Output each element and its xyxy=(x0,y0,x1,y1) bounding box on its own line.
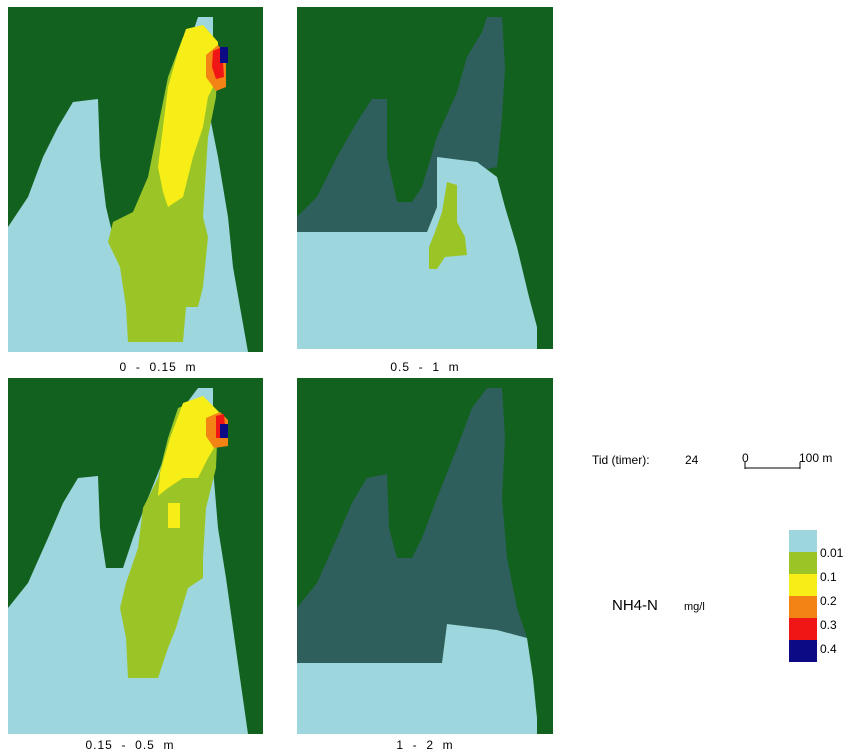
legend-label-04: 0.4 xyxy=(820,642,837,656)
concentration-map-015-05m xyxy=(8,388,248,734)
panel-caption-05-1m: 0.5 - 1 m xyxy=(390,360,460,374)
legend-swatch-01 xyxy=(789,552,817,574)
map-panel-05-1m xyxy=(297,7,553,349)
plume-class-02-patch xyxy=(168,503,180,528)
time-label: Tid (timer): xyxy=(592,453,650,467)
water-area xyxy=(297,624,537,734)
legend-label-001: 0.01 xyxy=(820,546,844,560)
concentration-map-05-1m xyxy=(297,17,537,349)
map-panel-015-05m xyxy=(8,378,263,734)
legend-label-02: 0.2 xyxy=(820,594,837,608)
plume-class-05 xyxy=(220,47,228,63)
plume-class-02 xyxy=(158,25,218,207)
legend-swatch-02 xyxy=(789,574,817,596)
water-area xyxy=(297,157,537,349)
plume-class-05 xyxy=(220,424,228,438)
parameter-unit: mg/l xyxy=(684,601,705,613)
scale-bar-line xyxy=(744,462,801,469)
map-panel-1-2m xyxy=(297,378,553,734)
parameter-name: NH4-N xyxy=(612,597,658,614)
plume-class-01 xyxy=(429,182,467,269)
dark-layer-area xyxy=(297,388,527,663)
scale-bar: 0 100 m xyxy=(742,450,842,472)
concentration-map-0-015m xyxy=(8,17,248,352)
legend-swatch-04 xyxy=(789,618,817,640)
panel-caption-0-015m: 0 - 0.15 m xyxy=(119,360,197,374)
scale-start-label: 0 xyxy=(742,451,749,465)
concentration-map-1-2m xyxy=(297,388,537,734)
legend-label-03: 0.3 xyxy=(820,618,837,632)
map-panel-0-015m xyxy=(8,7,263,352)
legend-swatch-05 xyxy=(789,640,817,662)
panel-caption-015-05m: 0.15 - 0.5 m xyxy=(85,738,175,752)
panel-caption-1-2m: 1 - 2 m xyxy=(396,738,454,752)
plume-class-02 xyxy=(158,396,220,496)
legend-swatch-03 xyxy=(789,596,817,618)
time-value: 24 xyxy=(685,453,699,467)
legend-swatch-001 xyxy=(789,530,817,552)
scale-end-label: 100 m xyxy=(799,451,833,465)
dark-layer-area xyxy=(297,17,505,232)
legend-label-01: 0.1 xyxy=(820,570,837,584)
